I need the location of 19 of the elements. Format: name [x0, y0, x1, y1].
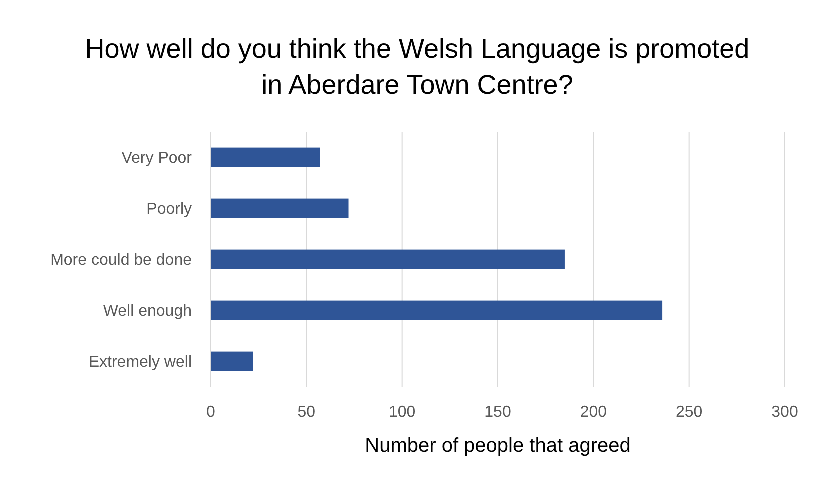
y-tick-label: Extremely well	[88, 354, 192, 372]
bar	[211, 198, 349, 218]
y-tick-label: More could be done	[50, 252, 192, 270]
bar	[211, 148, 320, 168]
chart-title: How well do you think the Welsh Language is promoted in Aberdare Town Centre?	[85, 34, 750, 100]
x-tick-label: 250	[676, 404, 703, 421]
y-tick-label: Poorly	[146, 201, 192, 218]
x-tick-label: 300	[772, 404, 798, 421]
y-tick-label: Very Poor	[122, 150, 193, 168]
x-tick-label: 150	[484, 404, 512, 421]
y-tick-label: Well enough	[103, 303, 192, 320]
bar	[211, 352, 254, 372]
bar	[211, 300, 663, 320]
x-tick-label: 0	[206, 404, 216, 421]
x-tick-label: 50	[298, 404, 316, 421]
bar	[211, 250, 565, 270]
x-tick-label: 200	[580, 404, 608, 421]
x-tick-label: 100	[388, 404, 416, 421]
x-axis-title: Number of people that agreed	[365, 435, 631, 457]
